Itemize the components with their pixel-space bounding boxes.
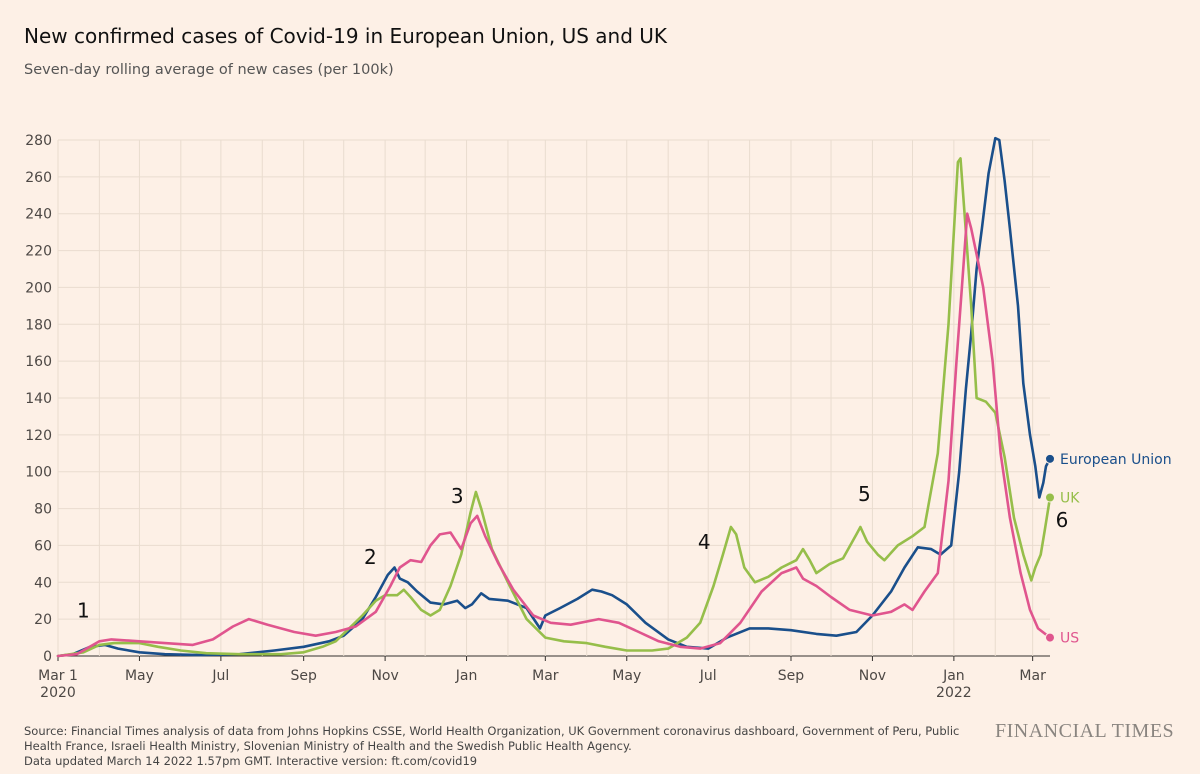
series-label-eu: European Union [1060, 452, 1172, 468]
annotation-wave-2: 2 [364, 545, 377, 569]
series-line-eu [56, 136, 1052, 658]
annotation-wave-6: 6 [1056, 508, 1069, 532]
y-tick-label: 220 [25, 244, 52, 260]
series-end-labels: European Union UK US [1045, 452, 1172, 647]
chart-title: New confirmed cases of Covid-19 in Europ… [24, 24, 668, 48]
series-end-dot-uk [1045, 492, 1055, 503]
series-label-uk: UK [1060, 491, 1080, 507]
x-tick-label: May [125, 668, 154, 684]
x-tick-label: Jul [211, 668, 229, 684]
annotation-wave-5: 5 [858, 482, 871, 506]
x-tick-label: Mar [532, 668, 559, 684]
y-tick-label: 160 [25, 354, 52, 370]
annotation-wave-1: 1 [77, 598, 90, 622]
y-tick-label: 100 [25, 465, 52, 481]
annotation-wave-4: 4 [698, 530, 711, 554]
series-end-dot-eu [1045, 453, 1055, 464]
x-tick-label: Sep [778, 668, 805, 684]
annotation-wave-3: 3 [451, 484, 464, 508]
y-tick-label: 120 [25, 428, 52, 444]
y-tick-label: 80 [34, 502, 52, 518]
y-tick-label: 140 [25, 391, 52, 407]
y-tick-label: 0 [43, 649, 52, 665]
y-tick-label: 200 [25, 280, 52, 296]
series-line-us [56, 212, 1052, 658]
x-tick-label: Mar [1019, 668, 1046, 684]
chart-subtitle: Seven-day rolling average of new cases (… [24, 62, 394, 78]
y-tick-label: 260 [25, 170, 52, 186]
y-axis-ticks: 0 20 40 60 80 100 120 140 160 180 200 220 240 260 280 [25, 133, 52, 665]
data-updated-text: Data updated March 14 2022 1.57pm GMT. I… [24, 754, 478, 768]
x-tick-label: May [612, 668, 641, 684]
x-tick-year-label: 2020 [40, 685, 76, 701]
x-tick-label: Nov [371, 668, 398, 684]
series-line-uk [56, 157, 1052, 658]
y-tick-label: 60 [34, 538, 52, 554]
x-tick-label: Jan [942, 668, 965, 684]
gridlines [57, 139, 1050, 657]
series-lines [56, 136, 1052, 658]
wave-annotations: 1 2 3 4 5 6 [77, 482, 1068, 622]
y-tick-label: 20 [34, 612, 52, 628]
series-end-dot-us [1045, 632, 1055, 643]
x-tick-label: Jul [699, 668, 717, 684]
source-text: Source: Financial Times analysis of data… [24, 724, 960, 753]
x-tick-label: Jan [455, 668, 478, 684]
y-tick-label: 240 [25, 207, 52, 223]
source-note: Source: Financial Times analysis of data… [24, 724, 984, 769]
x-tick-label: Mar 1 [38, 668, 78, 684]
x-tick-label: Sep [290, 668, 317, 684]
y-tick-label: 40 [34, 575, 52, 591]
y-tick-label: 180 [25, 317, 52, 333]
series-label-us: US [1060, 631, 1079, 647]
publisher-logo: FINANCIAL TIMES [995, 720, 1175, 742]
x-tick-label: Nov [859, 668, 886, 684]
y-tick-label: 280 [25, 133, 52, 149]
x-tick-year-label: 2022 [936, 685, 972, 701]
